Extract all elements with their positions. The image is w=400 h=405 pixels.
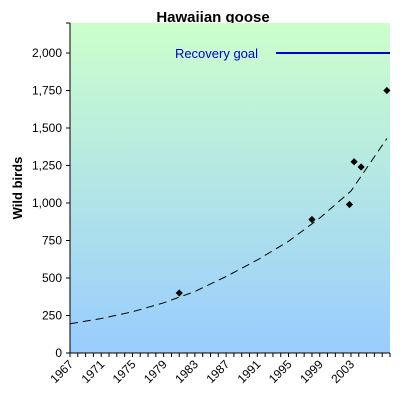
- y-tick-label: 250: [42, 309, 62, 323]
- y-tick-label: 2,000: [32, 46, 62, 60]
- data-point: [308, 215, 316, 224]
- goal-label: Recovery goal: [175, 46, 258, 61]
- y-tick-label: 1,250: [32, 159, 62, 173]
- chart-title: Hawaiian goose: [156, 9, 269, 26]
- y-tick-label: 750: [42, 234, 62, 248]
- x-tick-label: 1987: [203, 357, 232, 386]
- data-point: [357, 163, 365, 171]
- data-point: [383, 86, 391, 95]
- x-tick-label: 1971: [79, 357, 108, 386]
- trend-layer: [69, 138, 388, 325]
- data-point: [175, 289, 183, 297]
- x-tick-label: 1995: [266, 357, 295, 386]
- y-axis-label: Wild birds: [10, 157, 25, 220]
- x-tick-label: 1975: [110, 357, 139, 386]
- y-tick-label: 1,750: [32, 84, 62, 98]
- y-tick-label: 0: [55, 346, 62, 360]
- y-tick-label: 1,000: [32, 196, 62, 210]
- y-tick-label: 500: [42, 271, 62, 285]
- trend-line: [69, 138, 388, 325]
- data-point: [350, 158, 358, 166]
- x-tick-label: 1999: [297, 357, 326, 386]
- data-point: [345, 200, 354, 209]
- x-tick-label: 1967: [47, 357, 76, 386]
- x-tick-label: 1991: [235, 357, 264, 386]
- y-tick-label: 1,500: [32, 121, 62, 135]
- x-tick-label: 1979: [141, 357, 170, 386]
- x-tick-label: 2003: [328, 357, 357, 386]
- goal-layer: Recovery goal: [175, 46, 390, 61]
- x-tick-label: 1983: [172, 357, 201, 386]
- plot-area: [70, 23, 390, 353]
- points-layer: [175, 86, 391, 297]
